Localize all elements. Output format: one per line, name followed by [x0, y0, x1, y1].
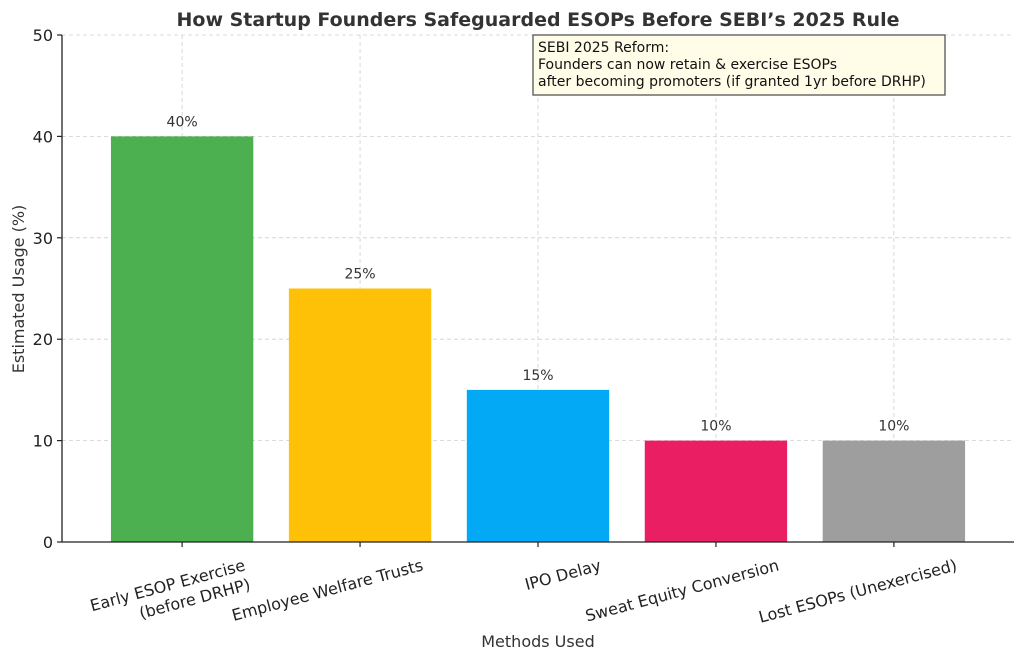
- x-axis-label: Methods Used: [481, 632, 594, 651]
- y-tick-label: 40: [33, 127, 53, 146]
- bar: [288, 288, 432, 542]
- data-labels: 40% 25% 15% 10% 10%: [167, 114, 910, 434]
- bar: [466, 389, 610, 542]
- y-ticks: 0 10 20 30 40 50: [33, 26, 62, 552]
- y-tick-label: 20: [33, 330, 53, 349]
- x-tick-label: Employee Welfare Trusts: [230, 556, 425, 625]
- bar: [822, 440, 966, 542]
- y-axis-label: Estimated Usage (%): [9, 205, 28, 374]
- y-tick-label: 0: [43, 533, 53, 552]
- bars: [110, 136, 966, 542]
- annotation-line: after becoming promoters (if granted 1yr…: [538, 74, 926, 90]
- x-ticks: Early ESOP Exercise(before DRHP)Employee…: [88, 542, 959, 635]
- chart-title: How Startup Founders Safeguarded ESOPs B…: [177, 9, 900, 31]
- data-label: 15%: [522, 368, 553, 384]
- x-tick-label-line: Sweat Equity Conversion: [583, 556, 781, 626]
- y-tick-label: 30: [33, 229, 53, 248]
- annotation-box: SEBI 2025 Reform:Founders can now retain…: [532, 34, 946, 96]
- annotation-line: SEBI 2025 Reform:: [538, 40, 669, 56]
- x-tick-label: Lost ESOPs (Unexercised): [757, 556, 959, 627]
- x-tick-label-line: Lost ESOPs (Unexercised): [757, 556, 959, 627]
- y-tick-label: 10: [33, 432, 53, 451]
- annotation-line: Founders can now retain & exercise ESOPs: [538, 57, 837, 73]
- data-label: 10%: [878, 419, 909, 435]
- bar: [644, 440, 788, 542]
- bar: [110, 136, 254, 542]
- annotation-frame: [532, 34, 946, 96]
- data-label: 25%: [344, 267, 375, 283]
- x-tick-label: Sweat Equity Conversion: [583, 556, 781, 626]
- y-tick-label: 50: [33, 26, 53, 45]
- data-label: 40%: [167, 114, 198, 130]
- data-label: 10%: [700, 419, 731, 435]
- x-tick-label: IPO Delay: [523, 556, 603, 595]
- x-tick-label-line: IPO Delay: [523, 556, 603, 595]
- x-tick-label: Early ESOP Exercise(before DRHP): [88, 556, 252, 635]
- x-tick-label-line: Employee Welfare Trusts: [230, 556, 425, 625]
